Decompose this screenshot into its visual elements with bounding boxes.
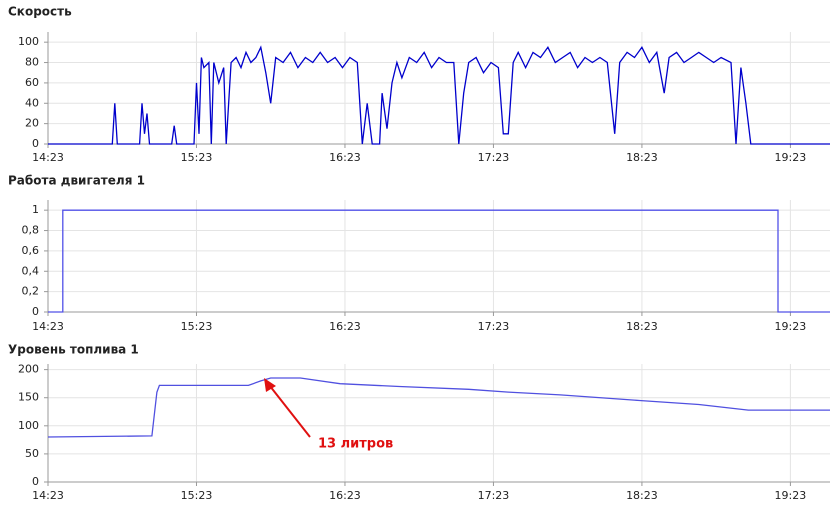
y-tick-label: 0	[32, 137, 39, 150]
y-tick-label: 0	[32, 305, 39, 318]
y-tick-label: 1	[32, 203, 39, 216]
y-tick-label: 100	[18, 35, 39, 48]
y-tick-label: 0,6	[22, 244, 40, 257]
x-tick-label: 19:23	[775, 489, 807, 502]
x-tick-label: 15:23	[181, 489, 213, 502]
y-tick-label: 0,8	[22, 224, 40, 237]
x-tick-label: 14:23	[32, 320, 64, 333]
annotation-arrowhead	[264, 378, 276, 392]
y-tick-label: 0,2	[22, 285, 40, 298]
series-line	[48, 209, 830, 313]
y-tick-label: 100	[18, 419, 39, 432]
series-line	[48, 45, 830, 145]
y-tick-label: 0	[32, 475, 39, 488]
annotation-arrow	[265, 380, 311, 438]
chart-title: Уровень топлива 1	[8, 343, 139, 357]
y-tick-label: 0,4	[22, 264, 40, 277]
series-line	[47, 377, 830, 438]
y-tick-label: 60	[25, 76, 39, 89]
x-tick-label: 17:23	[478, 151, 510, 164]
x-tick-label: 16:23	[329, 489, 361, 502]
x-tick-label: 15:23	[181, 320, 213, 333]
annotation: 13 литров	[318, 437, 393, 452]
x-tick-label: 16:23	[329, 320, 361, 333]
y-tick-label: 150	[18, 391, 39, 404]
x-tick-label: 19:23	[775, 320, 807, 333]
x-tick-label: 15:23	[181, 151, 213, 164]
y-tick-label: 20	[25, 117, 39, 130]
y-tick-label: 200	[18, 363, 39, 376]
x-tick-label: 18:23	[626, 151, 658, 164]
x-tick-label: 17:23	[478, 489, 510, 502]
y-tick-label: 40	[25, 96, 39, 109]
chart-title: Скорость	[8, 5, 72, 19]
chart-title: Работа двигателя 1	[8, 174, 145, 188]
x-tick-label: 14:23	[32, 151, 64, 164]
x-tick-label: 17:23	[478, 320, 510, 333]
x-tick-label: 14:23	[32, 489, 64, 502]
x-tick-label: 18:23	[626, 320, 658, 333]
x-tick-label: 16:23	[329, 151, 361, 164]
y-tick-label: 50	[25, 447, 39, 460]
x-tick-label: 18:23	[626, 489, 658, 502]
x-tick-label: 19:23	[775, 151, 807, 164]
y-tick-label: 80	[25, 56, 39, 69]
